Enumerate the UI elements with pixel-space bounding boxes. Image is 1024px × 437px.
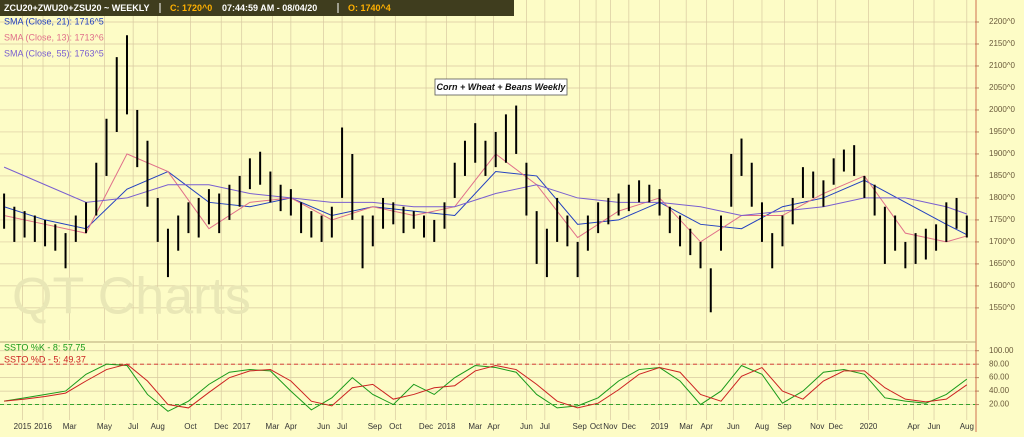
y-tick-label: 2050^0	[989, 83, 1016, 92]
x-tick-label: Jun	[727, 422, 740, 431]
legend-entry: SSTO %D - 5: 49.37	[4, 354, 86, 364]
x-tick-label: Apr	[487, 422, 500, 431]
stochastic-line	[4, 363, 968, 412]
y-tick-label: 2200^0	[989, 17, 1016, 26]
x-tick-label: Sep	[368, 422, 383, 431]
x-tick-label: 2017	[233, 422, 251, 431]
y-tick-label: 2100^0	[989, 61, 1016, 70]
header-symbol: ZCU20+ZWU20+ZSU20 ~ WEEKLY	[4, 3, 149, 13]
header-open: O: 1740^4	[348, 3, 391, 13]
y-tick-label: 1850^0	[989, 171, 1016, 180]
x-tick-label: Dec	[829, 422, 843, 431]
x-tick-label: Aug	[960, 422, 974, 431]
x-tick-label: Apr	[285, 422, 298, 431]
plot-layer	[3, 35, 968, 412]
sma-line	[3, 166, 967, 217]
x-tick-label: 2018	[438, 422, 456, 431]
y-tick-label: 1950^0	[989, 127, 1016, 136]
legend-entry: SSTO %K - 8: 57.75	[4, 342, 85, 352]
x-tick-label: Mar	[266, 422, 280, 431]
x-tick-label: Jul	[540, 422, 550, 431]
x-tick-label: Oct	[389, 422, 402, 431]
x-tick-label: May	[97, 422, 112, 431]
y-tick-label: 20.00	[989, 400, 1010, 409]
watermark: QT Charts	[12, 268, 251, 326]
y-tick-label: 80.00	[989, 359, 1010, 368]
x-tick-label: Oct	[184, 422, 197, 431]
y-tick-label: 1600^0	[989, 281, 1016, 290]
y-tick-label: 40.00	[989, 386, 1010, 395]
legend-entry: SMA (Close, 21): 1716^5	[4, 16, 104, 26]
y-tick-label: 2000^0	[989, 105, 1016, 114]
grid-layer: 2015 2016 Mar May Jul Aug Oct Dec 2017 Mar Apr Jun J…	[0, 0, 1016, 431]
x-tick-label: Aug	[151, 422, 165, 431]
x-tick-label: Jul	[337, 422, 347, 431]
x-tick-label: Sep	[573, 422, 588, 431]
x-tick-label: Jun	[520, 422, 533, 431]
x-tick-label: Sep	[777, 422, 792, 431]
x-tick-label: 2016	[34, 422, 52, 431]
y-tick-label: 1800^0	[989, 193, 1016, 202]
y-tick-label: 1700^0	[989, 237, 1016, 246]
y-tick-label: 1900^0	[989, 149, 1016, 158]
header-close: C: 1720^0	[170, 3, 212, 13]
header-bar	[0, 0, 514, 16]
x-tick-label: Dec	[214, 422, 228, 431]
legend-entry: SMA (Close, 13): 1713^6	[4, 32, 104, 42]
x-tick-label: Mar	[468, 422, 482, 431]
annotation: Corn + Wheat + Beans Weekly	[437, 82, 567, 92]
y-tick-label: 1650^0	[989, 259, 1016, 268]
y-tick-label: 100.00	[989, 346, 1014, 355]
y-tick-label: 2150^0	[989, 39, 1016, 48]
y-tick-label: 1750^0	[989, 215, 1016, 224]
x-tick-label: 2019	[651, 422, 669, 431]
x-tick-label: Oct	[590, 422, 603, 431]
x-tick-label: Apr	[907, 422, 920, 431]
x-tick-label: Jul	[128, 422, 138, 431]
x-tick-label: 2020	[860, 422, 878, 431]
x-tick-label: Mar	[63, 422, 77, 431]
y-tick-label: 60.00	[989, 373, 1010, 382]
x-tick-label: Nov	[810, 422, 824, 431]
x-tick-label: Mar	[679, 422, 693, 431]
header-time: 07:44:59 AM - 08/04/20	[222, 3, 317, 13]
x-tick-label: Nov	[603, 422, 617, 431]
legend: SMA (Close, 21): 1716^5 SMA (Close, 13): …	[4, 16, 104, 364]
x-tick-label: Dec	[419, 422, 433, 431]
x-tick-label: Jun	[928, 422, 941, 431]
x-tick-label: Aug	[755, 422, 769, 431]
x-tick-label: 2015	[14, 422, 32, 431]
annotation-box	[434, 78, 568, 96]
x-tick-label: Dec	[622, 422, 636, 431]
x-tick-label: Jun	[317, 422, 330, 431]
legend-entry: SMA (Close, 55): 1763^5	[4, 48, 104, 58]
y-tick-label: 1550^0	[989, 303, 1016, 312]
x-tick-label: Apr	[700, 422, 713, 431]
stochastic-line	[4, 363, 968, 409]
